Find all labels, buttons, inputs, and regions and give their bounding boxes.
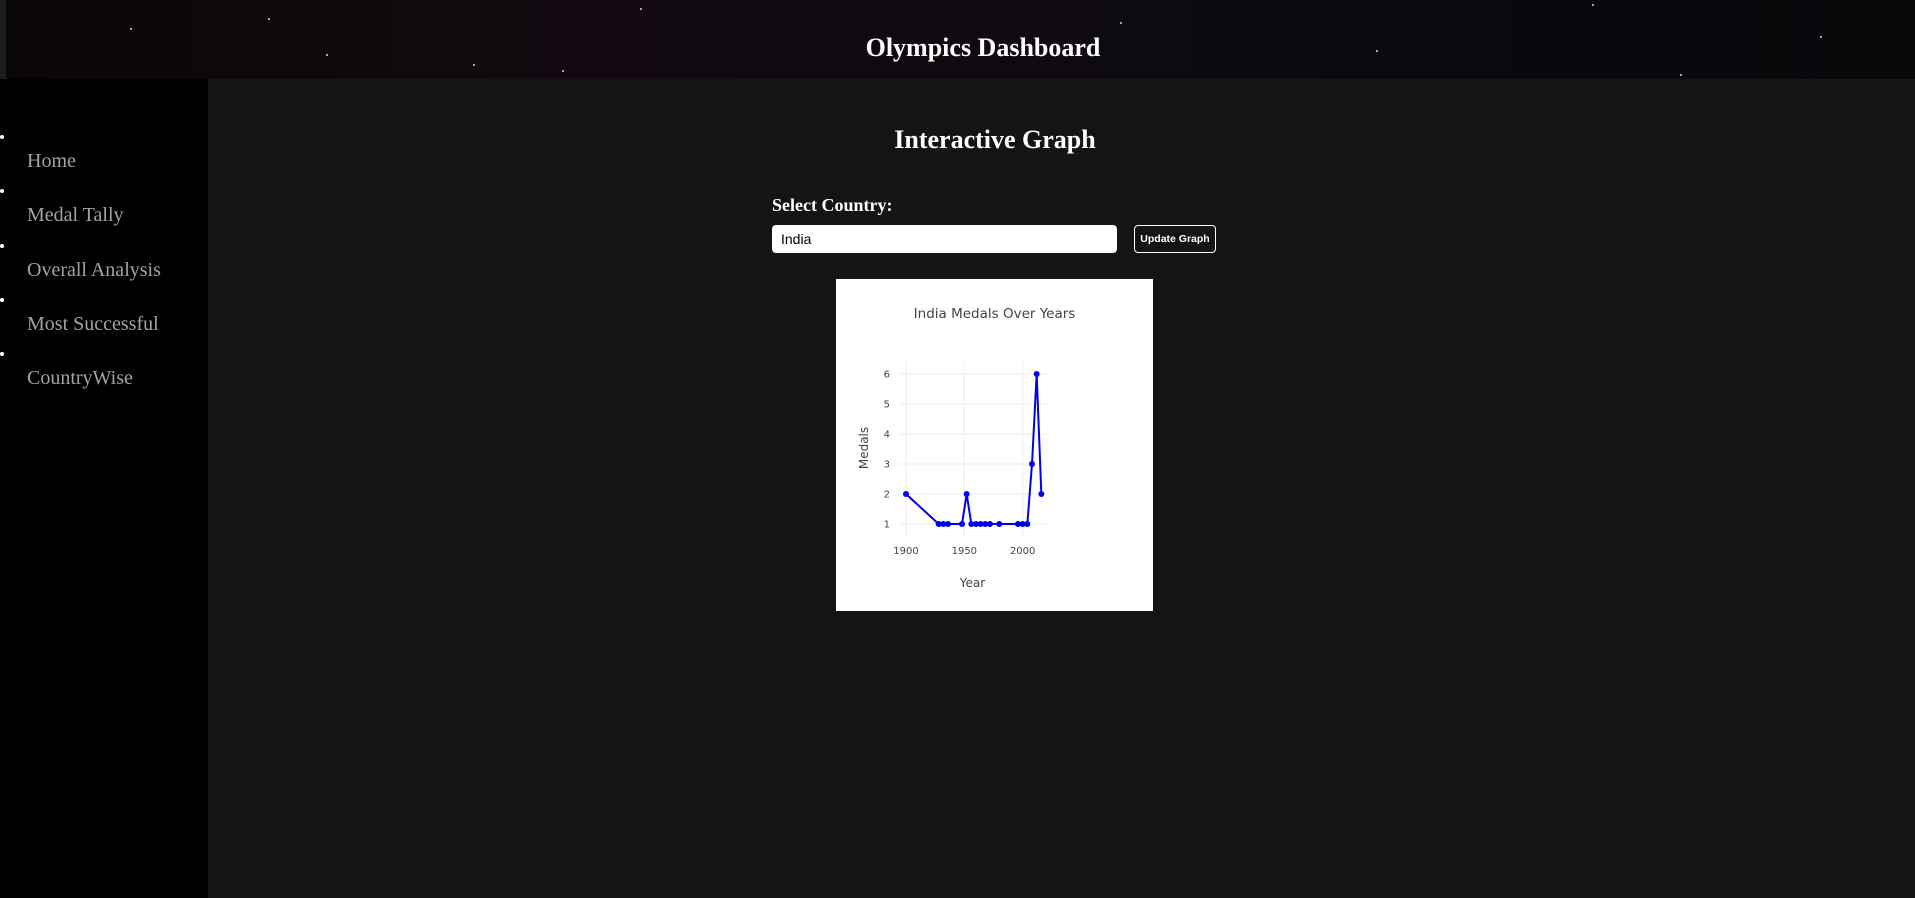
star-decoration	[473, 64, 475, 66]
sidebar-item-label[interactable]: Medal Tally	[27, 204, 124, 226]
star-decoration	[1592, 4, 1594, 6]
bullet-icon	[0, 244, 4, 248]
update-graph-button[interactable]: Update Graph	[1134, 225, 1216, 253]
sidebar-item-medal-tally[interactable]: Medal Tally	[0, 189, 208, 229]
star-decoration	[1120, 22, 1122, 24]
data-point	[903, 491, 909, 497]
star-decoration	[130, 28, 132, 30]
data-point	[963, 491, 970, 497]
x-axis-label: Year	[959, 576, 985, 590]
sidebar-item-home[interactable]: Home	[0, 135, 208, 175]
select-country-label: Select Country:	[772, 195, 893, 215]
data-point	[996, 521, 1003, 527]
data-point	[1015, 521, 1021, 527]
bullet-icon	[0, 189, 4, 193]
series-line	[905, 373, 1043, 525]
country-input[interactable]	[772, 225, 1117, 253]
x-tick-label: 1950	[952, 546, 977, 557]
y-tick-label: 6	[884, 370, 890, 381]
x-tick-label: 1900	[893, 546, 918, 557]
chart-plot: 1900 1950 2000 1 2 3 4 5 6 Year Medals	[857, 362, 1046, 590]
sidebar-item-label[interactable]: CountryWise	[27, 367, 133, 389]
medals-chart: India Medals Over Years 1900 1950 2000 1 2 3 4…	[836, 279, 1153, 611]
chart-title: India Medals Over Years	[913, 306, 1076, 322]
star-decoration	[640, 8, 642, 10]
data-point	[1038, 491, 1045, 497]
page-title: Interactive Graph	[894, 125, 1096, 154]
sidebar-item-most-successful[interactable]: Most Successful	[0, 298, 208, 338]
bullet-icon	[0, 135, 4, 139]
y-tick-label: 3	[884, 460, 890, 471]
x-tick-label: 2000	[1010, 546, 1035, 557]
data-point	[982, 521, 989, 527]
data-point	[1019, 521, 1026, 527]
sidebar-item-label[interactable]: Most Successful	[27, 313, 159, 335]
main-content: Interactive Graph Select Country: Update…	[208, 79, 1915, 898]
header-edge	[0, 0, 6, 79]
data-point	[935, 521, 942, 527]
sidebar-item-label[interactable]: Overall Analysis	[27, 259, 161, 281]
y-axis-label: Medals	[857, 427, 871, 469]
data-point	[1024, 521, 1031, 527]
dashboard-title: Olympics Dashboard	[865, 33, 1101, 62]
bullet-icon	[0, 298, 4, 302]
sidebar-item-label[interactable]: Home	[27, 150, 76, 172]
top-header: Olympics Dashboard	[0, 0, 1915, 79]
y-tick-label: 1	[884, 520, 890, 531]
data-point	[987, 521, 993, 527]
data-point	[945, 521, 951, 527]
sidebar-item-countrywise[interactable]: CountryWise	[0, 352, 208, 392]
star-decoration	[1680, 74, 1682, 76]
star-decoration	[1376, 50, 1378, 52]
star-decoration	[268, 18, 270, 20]
data-point	[973, 521, 979, 527]
data-point	[977, 521, 984, 527]
data-point	[1033, 371, 1040, 377]
data-point	[968, 521, 975, 527]
data-point	[1029, 461, 1035, 467]
data-point	[959, 521, 965, 527]
star-decoration	[326, 54, 328, 56]
y-tick-label: 2	[884, 490, 890, 501]
data-point	[940, 521, 947, 527]
bullet-icon	[0, 352, 4, 356]
y-tick-label: 5	[884, 400, 890, 411]
y-tick-label: 4	[884, 430, 890, 441]
star-decoration	[562, 70, 564, 72]
sidebar: Home Medal Tally Overall Analysis Most S…	[0, 79, 208, 898]
sidebar-item-overall-analysis[interactable]: Overall Analysis	[0, 244, 208, 284]
star-decoration	[1820, 36, 1822, 38]
